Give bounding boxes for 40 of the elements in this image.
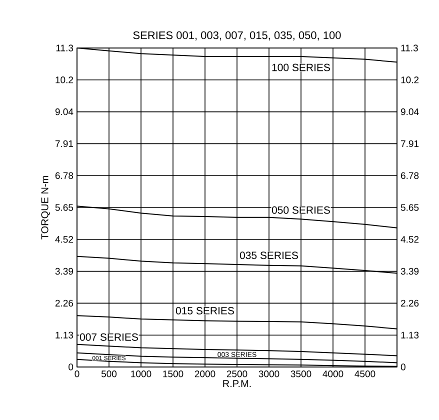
x-tick-label: 3000 [258,370,280,378]
y2-tick-label: 2.26 [401,300,419,307]
y2-tick-label: 1.13 [401,332,419,338]
chart-title: SERIES 001, 003, 007, 015, 035, 050, 100 [133,31,341,40]
x-tick-label: 0 [74,370,80,378]
y-tick-label: 0 [68,364,74,370]
y-tick-label: 2.26 [55,300,74,307]
y2-tick-label: 11.3 [401,44,418,52]
y-tick-label: 11.3 [56,44,74,52]
y2-tick-label: 6.78 [401,172,419,179]
x-tick-label: 3500 [290,370,312,378]
y-tick-label: 4.52 [55,236,73,243]
y-tick-label: 3.39 [55,268,74,275]
x-tick-label: 4000 [322,370,344,378]
x-tick-label: 1500 [163,370,184,378]
series-label: 035 SERIES [240,252,298,260]
y2-tick-label: 4.52 [400,236,419,243]
y-tick-label: 5.65 [55,204,74,211]
x-tick-label: 500 [101,370,117,378]
y2-tick-label: 3.39 [400,268,419,275]
series-label: 007 SERIES [80,333,138,341]
y2-tick-label: 5.65 [400,204,419,211]
y2-tick-label: 0 [400,364,406,370]
x-axis-title: R.P.M. [223,380,251,387]
y-tick-label: 7.91 [55,140,73,148]
y-tick-label: 6.78 [55,172,74,179]
y2-tick-label: 9.04 [400,108,419,116]
series-label: 015 SERIES [176,306,234,314]
y2-tick-label: 7.91 [401,140,419,148]
x-tick-label: 2000 [194,370,216,378]
y-tick-label: 10.2 [56,76,73,84]
y-tick-label: 1.13 [56,332,74,338]
y-axis-title: TORQUE N-m [41,176,50,240]
y-tick-label: 9.04 [55,108,74,116]
series-label: 050 SERIES [272,206,330,214]
x-tick-label: 4500 [354,370,376,378]
y2-tick-label: 10.2 [401,76,419,84]
x-tick-label: 2500 [226,370,248,378]
x-tick-label: 1000 [131,370,152,378]
series-label: 100 SERIES [272,64,330,72]
